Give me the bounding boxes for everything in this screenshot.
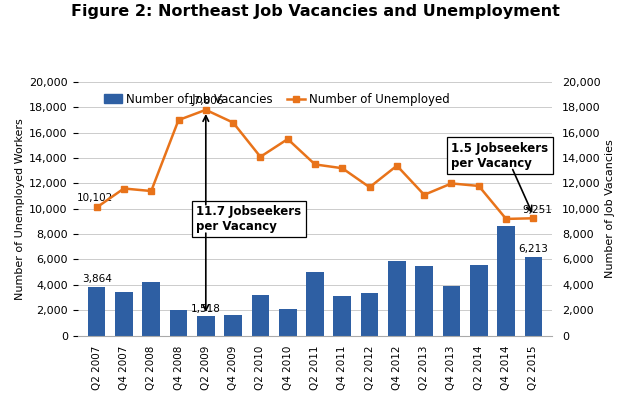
Bar [251, 295, 269, 335]
Bar [361, 293, 379, 335]
Text: 6,213: 6,213 [518, 244, 548, 254]
Text: 17,806: 17,806 [188, 96, 224, 106]
Bar [169, 310, 187, 335]
Text: 1,518: 1,518 [191, 304, 220, 314]
Text: 3,864: 3,864 [82, 274, 112, 284]
Legend: Number of Job Vacancies, Number of Unemployed: Number of Job Vacancies, Number of Unemp… [99, 88, 455, 110]
Text: 9,251: 9,251 [522, 205, 553, 215]
Text: 11.7 Jobseekers
per Vacancy: 11.7 Jobseekers per Vacancy [197, 205, 301, 233]
Bar [443, 286, 461, 335]
Bar [88, 287, 105, 335]
Bar [497, 226, 515, 335]
Y-axis label: Number of Unemployed Workers: Number of Unemployed Workers [15, 118, 25, 300]
Text: 1.5 Jobseekers
per Vacancy: 1.5 Jobseekers per Vacancy [452, 142, 549, 170]
Bar [115, 292, 133, 335]
Bar [525, 257, 542, 335]
Bar [470, 265, 488, 335]
Bar [333, 296, 351, 335]
Y-axis label: Number of Job Vacancies: Number of Job Vacancies [605, 140, 615, 278]
Bar [388, 261, 406, 335]
Bar [306, 272, 324, 335]
Bar [142, 282, 160, 335]
Text: 10,102: 10,102 [77, 193, 113, 203]
Text: Figure 2: Northeast Job Vacancies and Unemployment: Figure 2: Northeast Job Vacancies and Un… [71, 4, 559, 19]
Bar [415, 266, 433, 335]
Bar [279, 309, 297, 335]
Bar [197, 316, 215, 335]
Bar [224, 315, 242, 335]
